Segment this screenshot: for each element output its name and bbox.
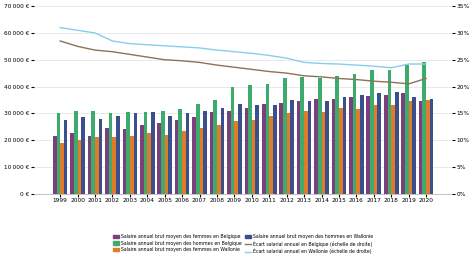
Bar [74, 111, 78, 194]
Bar [81, 117, 85, 194]
Bar [161, 111, 165, 194]
Bar [78, 140, 81, 194]
Bar [279, 102, 283, 194]
Bar [287, 113, 291, 194]
Bar [112, 137, 116, 194]
Bar [196, 104, 200, 194]
Bar [235, 121, 238, 194]
Bar [304, 111, 308, 194]
Bar [175, 120, 179, 194]
Bar [200, 128, 203, 194]
Bar [105, 128, 109, 194]
Bar [314, 98, 318, 194]
Bar [422, 62, 426, 194]
Bar [291, 100, 294, 194]
Bar [335, 76, 339, 194]
Bar [370, 70, 374, 194]
Bar [332, 98, 335, 194]
Bar [360, 95, 364, 194]
Legend: Salaire annuel brut moyen des femmes en Belgique, Salaire annuel brut moyen des : Salaire annuel brut moyen des femmes en … [113, 233, 374, 255]
Bar [356, 109, 360, 194]
Bar [213, 100, 217, 194]
Bar [95, 137, 99, 194]
Bar [391, 105, 395, 194]
Bar [374, 105, 377, 194]
Bar [70, 133, 74, 194]
Bar [409, 101, 412, 194]
Bar [203, 111, 207, 194]
Bar [227, 111, 231, 194]
Bar [179, 109, 182, 194]
Bar [186, 113, 190, 194]
Bar [60, 143, 64, 194]
Bar [248, 85, 252, 194]
Bar [395, 92, 399, 194]
Bar [353, 75, 356, 194]
Bar [388, 70, 391, 194]
Bar [252, 120, 255, 194]
Bar [99, 119, 102, 194]
Bar [182, 131, 186, 194]
Bar [339, 108, 343, 194]
Bar [245, 108, 248, 194]
Bar [168, 116, 172, 194]
Bar [144, 112, 147, 194]
Bar [269, 116, 273, 194]
Bar [217, 125, 221, 194]
Bar [426, 100, 430, 194]
Bar [165, 135, 168, 194]
Bar [419, 101, 422, 194]
Bar [412, 97, 416, 194]
Bar [262, 104, 265, 194]
Bar [283, 79, 287, 194]
Bar [401, 93, 405, 194]
Bar [343, 97, 346, 194]
Bar [301, 77, 304, 194]
Bar [221, 108, 224, 194]
Bar [405, 65, 409, 194]
Bar [147, 133, 151, 194]
Bar [88, 136, 91, 194]
Bar [56, 113, 60, 194]
Bar [430, 98, 433, 194]
Bar [265, 84, 269, 194]
Bar [53, 136, 56, 194]
Bar [126, 112, 130, 194]
Bar [116, 116, 120, 194]
Bar [297, 101, 301, 194]
Bar [255, 105, 259, 194]
Bar [140, 125, 144, 194]
Bar [130, 136, 134, 194]
Bar [109, 113, 112, 194]
Bar [192, 117, 196, 194]
Bar [384, 95, 388, 194]
Bar [273, 105, 276, 194]
Bar [134, 113, 137, 194]
Bar [321, 112, 325, 194]
Bar [151, 112, 155, 194]
Bar [231, 87, 235, 194]
Bar [123, 129, 126, 194]
Bar [64, 120, 67, 194]
Bar [91, 111, 95, 194]
Bar [157, 123, 161, 194]
Bar [318, 79, 321, 194]
Bar [349, 97, 353, 194]
Bar [308, 101, 311, 194]
Bar [377, 93, 381, 194]
Bar [325, 101, 329, 194]
Bar [210, 112, 213, 194]
Bar [238, 104, 242, 194]
Bar [366, 96, 370, 194]
